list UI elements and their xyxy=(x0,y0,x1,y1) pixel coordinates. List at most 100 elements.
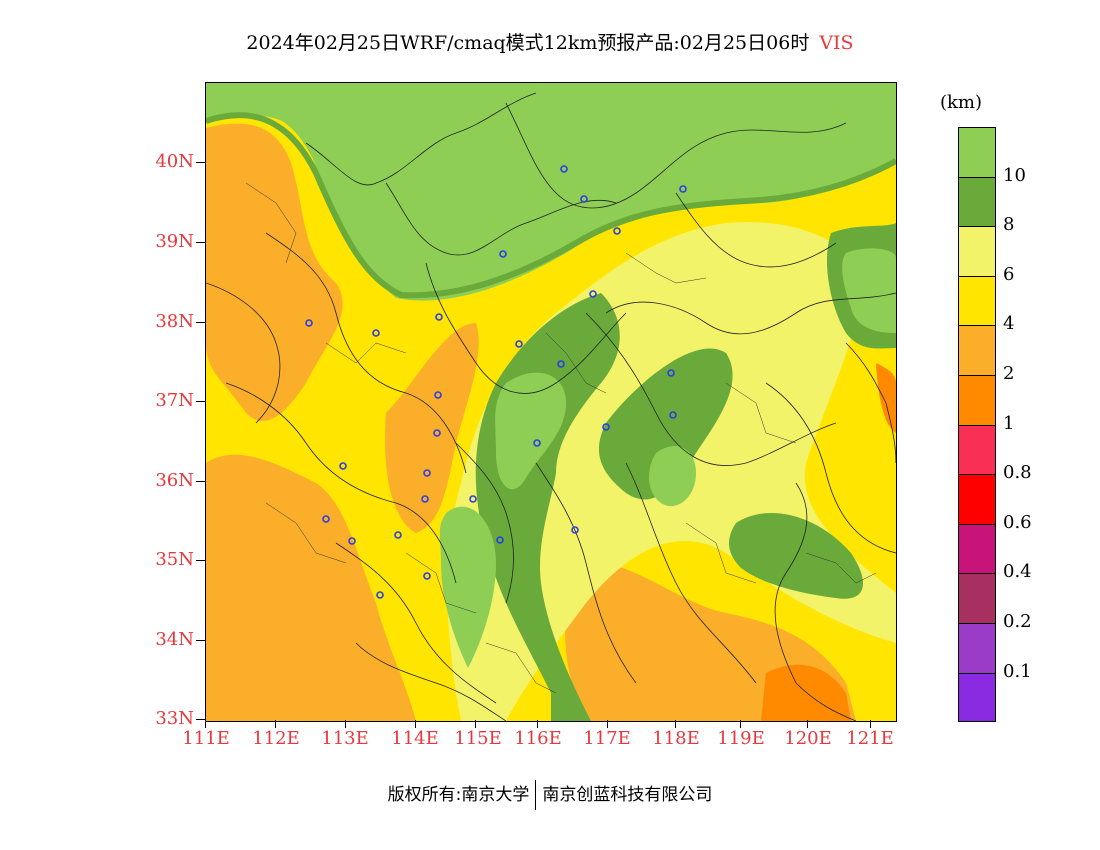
legend-swatch xyxy=(958,573,996,623)
lon-tick xyxy=(675,720,676,728)
lat-label: 36N xyxy=(155,470,194,491)
vis-above-10-inner-4 xyxy=(842,248,896,333)
lat-tick xyxy=(196,162,205,163)
lat-tick xyxy=(196,322,205,323)
legend-swatch xyxy=(958,424,996,475)
station-marker xyxy=(679,185,687,193)
footer-divider xyxy=(535,780,537,810)
legend-label: 4 xyxy=(1003,313,1015,335)
copyright-owner: 版权所有:南京大学 xyxy=(387,785,530,805)
lon-label: 114E xyxy=(391,728,439,749)
station-marker xyxy=(602,423,610,431)
station-marker xyxy=(669,411,677,419)
legend-swatch xyxy=(958,176,996,227)
legend-label: 2 xyxy=(1003,363,1015,384)
vis-above-10-inner-3 xyxy=(649,445,696,507)
station-marker xyxy=(557,360,565,368)
visibility-map xyxy=(205,82,897,722)
lon-tick xyxy=(415,720,416,728)
station-marker xyxy=(571,526,579,534)
station-marker xyxy=(376,591,384,599)
title-main: 2024年02月25日WRF/cmaq模式12km预报产品:02月25日06时 xyxy=(246,32,810,54)
legend-swatch xyxy=(958,226,996,276)
lon-label: 117E xyxy=(583,728,631,749)
lon-label: 121E xyxy=(846,728,894,749)
lat-label: 35N xyxy=(155,549,194,570)
legend-label: 0.1 xyxy=(1003,660,1032,682)
station-marker xyxy=(667,369,675,377)
legend-swatch xyxy=(958,375,996,425)
lon-label: 113E xyxy=(321,728,369,749)
station-marker xyxy=(533,439,541,447)
legend-label: 0.6 xyxy=(1003,511,1032,533)
vis-above-10-inner-1 xyxy=(495,372,566,490)
vis-1-2-east-coast xyxy=(876,363,896,433)
copyright-company: 南京创蓝科技有限公司 xyxy=(542,785,713,805)
lon-label: 120E xyxy=(784,728,832,749)
lat-tick xyxy=(196,481,205,482)
legend-label: 0.4 xyxy=(1003,561,1032,583)
lat-label: 39N xyxy=(155,231,194,252)
station-markers xyxy=(305,165,687,599)
vis-2-4-central xyxy=(385,323,479,533)
lon-tick xyxy=(537,720,538,728)
lon-tick xyxy=(807,720,808,728)
vis-1-2-southeast xyxy=(761,664,851,721)
vis-above-10-north xyxy=(206,83,896,296)
station-marker xyxy=(469,495,477,503)
lon-tick xyxy=(205,720,206,728)
lat-tick xyxy=(196,719,205,720)
station-marker xyxy=(560,165,568,173)
station-marker xyxy=(499,250,507,258)
legend-label: 1 xyxy=(1003,412,1015,434)
legend-swatch xyxy=(958,523,996,574)
vis-2-4-southwest xyxy=(206,454,416,721)
station-marker xyxy=(348,537,356,545)
lat-tick xyxy=(196,242,205,243)
station-marker xyxy=(435,313,443,321)
lat-tick xyxy=(196,560,205,561)
county-boundaries xyxy=(245,182,877,694)
lat-tick xyxy=(196,640,205,641)
station-marker xyxy=(434,391,442,399)
lon-label: 119E xyxy=(717,728,765,749)
legend-swatch xyxy=(958,623,996,673)
map-title: 2024年02月25日WRF/cmaq模式12km预报产品:02月25日06时 V… xyxy=(0,28,1100,55)
legend-label: 10 xyxy=(1003,164,1026,186)
lat-label: 40N xyxy=(155,151,194,172)
province-boundaries xyxy=(206,92,896,721)
lon-tick xyxy=(345,720,346,728)
lat-label: 33N xyxy=(155,708,194,729)
lon-label: 111E xyxy=(182,728,230,749)
legend-swatch xyxy=(958,325,996,375)
station-marker xyxy=(613,227,621,235)
lon-tick xyxy=(275,720,276,728)
vis-2-4-west xyxy=(206,123,343,422)
legend-swatch xyxy=(958,275,996,326)
lon-tick xyxy=(607,720,608,728)
lon-tick xyxy=(740,720,741,728)
station-marker xyxy=(589,290,597,298)
lon-label: 116E xyxy=(514,728,562,749)
lon-tick xyxy=(870,720,871,728)
station-marker xyxy=(305,319,313,327)
legend-unit: (km) xyxy=(940,92,983,113)
lon-tick xyxy=(475,720,476,728)
legend-label: 6 xyxy=(1003,263,1015,285)
station-marker xyxy=(322,515,330,523)
lat-label: 38N xyxy=(155,311,194,332)
title-variable: VIS xyxy=(819,32,854,54)
vis-above-10-inner-2 xyxy=(439,506,496,668)
station-marker xyxy=(421,495,429,503)
legend-swatch xyxy=(958,127,996,177)
legend-label: 0.2 xyxy=(1003,611,1032,632)
station-marker xyxy=(423,572,431,580)
station-marker xyxy=(394,531,402,539)
lon-label: 115E xyxy=(454,728,502,749)
lon-label: 112E xyxy=(252,728,300,749)
lat-label: 37N xyxy=(155,390,194,411)
lat-tick xyxy=(196,401,205,402)
legend-swatch xyxy=(958,474,996,524)
legend-label: 0.8 xyxy=(1003,462,1032,484)
map-canvas xyxy=(206,83,896,721)
